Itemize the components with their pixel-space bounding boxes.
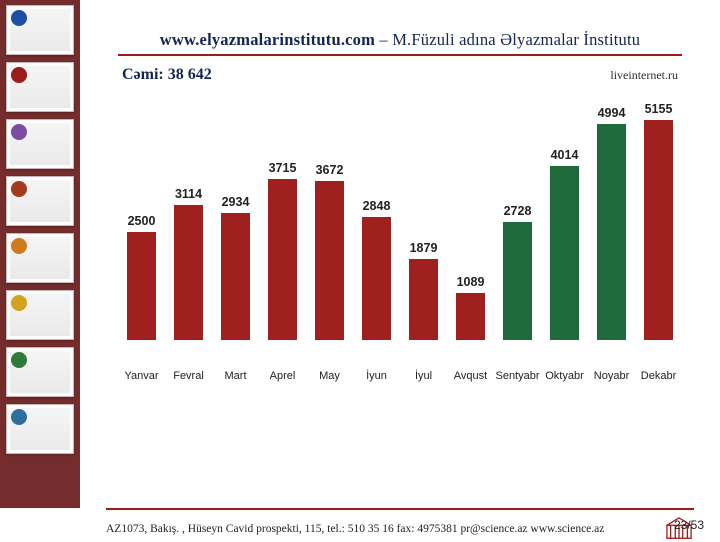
- bar-cell: 2934: [212, 102, 259, 340]
- bar: [174, 205, 202, 340]
- slide-thumbnail-sidebar: [0, 0, 80, 508]
- bar-cell: 3715: [259, 102, 306, 340]
- slide-thumbnail[interactable]: [6, 404, 74, 454]
- bar-value-label: 2934: [222, 195, 250, 209]
- top-strip: [80, 0, 720, 20]
- slide-thumbnail[interactable]: [6, 119, 74, 169]
- title-url: www.elyazmalarinstitutu.com: [160, 30, 375, 49]
- bar-value-label: 3715: [269, 161, 297, 175]
- data-source: liveinternet.ru: [610, 68, 678, 83]
- title-rule: [118, 54, 682, 56]
- bar-value-label: 3672: [316, 163, 344, 177]
- bar-value-label: 3114: [175, 187, 202, 201]
- title-sep: –: [375, 30, 392, 49]
- bar-cell: 3114: [165, 102, 212, 340]
- xaxis-label: Fevral: [165, 362, 212, 382]
- xaxis-label: Dekabr: [635, 362, 682, 382]
- xaxis-label: Yanvar: [118, 362, 165, 382]
- bar-cell: 4994: [588, 102, 635, 340]
- bar-value-label: 2500: [128, 214, 156, 228]
- slide-thumbnail[interactable]: [6, 5, 74, 55]
- page-title: www.elyazmalarinstitutu.com – M.Füzuli a…: [90, 30, 710, 50]
- bar-value-label: 1089: [457, 275, 485, 289]
- bar-value-label: 2728: [504, 204, 532, 218]
- bar-value-label: 5155: [645, 102, 673, 116]
- chart-plot-area: 2500 3114 2934 3715 3672 2848 1879 1089 2728 4014…: [118, 102, 682, 340]
- xaxis-label: May: [306, 362, 353, 382]
- bar: [597, 124, 625, 340]
- bar: [503, 222, 531, 340]
- bar-value-label: 1879: [410, 241, 438, 255]
- bar-value-label: 4014: [551, 148, 579, 162]
- bar: [221, 213, 249, 340]
- xaxis-label: Oktyabr: [541, 362, 588, 382]
- footer-rule: [106, 508, 694, 510]
- bar: [409, 259, 437, 340]
- bar: [362, 217, 390, 340]
- bar: [315, 181, 343, 340]
- chart-xaxis: YanvarFevralMartAprelMayİyunİyulAvqustSe…: [118, 362, 682, 382]
- subtitle-row: Cəmi: 38 642 liveinternet.ru: [122, 66, 678, 84]
- slide-thumbnail-badge: [11, 67, 27, 83]
- xaxis-label: Sentyabr: [494, 362, 541, 382]
- bar: [268, 179, 296, 340]
- slide-thumbnail-badge: [11, 238, 27, 254]
- bar-cell: 1089: [447, 102, 494, 340]
- bar-value-label: 2848: [363, 199, 391, 213]
- bar-cell: 1879: [400, 102, 447, 340]
- main-content: www.elyazmalarinstitutu.com – M.Füzuli a…: [80, 20, 720, 508]
- xaxis-label: Aprel: [259, 362, 306, 382]
- slide-thumbnail[interactable]: [6, 233, 74, 283]
- slide-thumbnail[interactable]: [6, 290, 74, 340]
- slide-thumbnail-badge: [11, 295, 27, 311]
- slide-thumbnail[interactable]: [6, 62, 74, 112]
- slide-thumbnail-badge: [11, 181, 27, 197]
- title-name: M.Füzuli adına Əlyazmalar İnstitutu: [392, 30, 640, 49]
- bar-cell: 2500: [118, 102, 165, 340]
- slide-thumbnail[interactable]: [6, 176, 74, 226]
- xaxis-label: İyul: [400, 362, 447, 382]
- xaxis-label: Avqust: [447, 362, 494, 382]
- bar: [550, 166, 578, 340]
- bar-value-label: 4994: [598, 106, 626, 120]
- slide-thumbnail-badge: [11, 352, 27, 368]
- chart-bars: 2500 3114 2934 3715 3672 2848 1879 1089 2728 4014…: [118, 102, 682, 340]
- bar-cell: 2728: [494, 102, 541, 340]
- slide-thumbnail[interactable]: [6, 347, 74, 397]
- slide-thumbnail-badge: [11, 10, 27, 26]
- page-number: 23/53: [674, 518, 704, 532]
- bar-cell: 3672: [306, 102, 353, 340]
- bar: [127, 232, 155, 340]
- xaxis-label: İyun: [353, 362, 400, 382]
- subtitle-total: Cəmi: 38 642: [122, 66, 212, 84]
- slide-thumbnail-badge: [11, 124, 27, 140]
- bar-cell: 2848: [353, 102, 400, 340]
- bar-cell: 4014: [541, 102, 588, 340]
- xaxis-label: Mart: [212, 362, 259, 382]
- footer-text: AZ1073, Bakış. , Hüseyn Cavid prospekti,…: [106, 523, 604, 535]
- xaxis-label: Noyabr: [588, 362, 635, 382]
- bar: [456, 293, 484, 340]
- monthly-bar-chart: 2500 3114 2934 3715 3672 2848 1879 1089 2728 4014…: [100, 102, 700, 382]
- slide-thumbnail-badge: [11, 409, 27, 425]
- bar: [644, 120, 672, 340]
- bar-cell: 5155: [635, 102, 682, 340]
